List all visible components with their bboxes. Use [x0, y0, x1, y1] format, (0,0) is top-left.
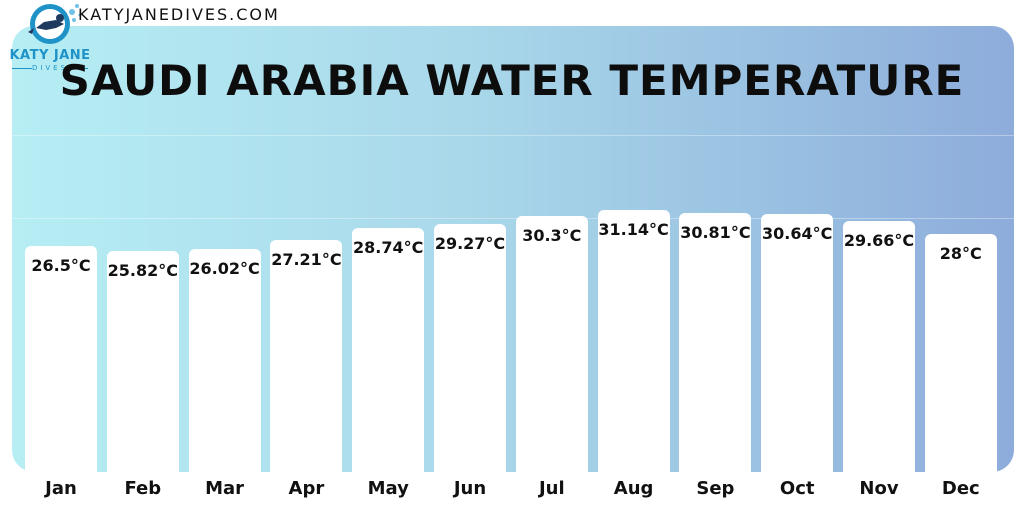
category-label: Jun [453, 478, 487, 499]
category-label: Jul [538, 478, 565, 499]
category-label: Nov [859, 478, 899, 499]
category-label: Aug [613, 478, 654, 499]
value-label: 30.3°C [522, 226, 582, 246]
bar-nov [843, 221, 915, 472]
category-label: May [367, 478, 409, 499]
value-label: 26.02°C [189, 259, 260, 279]
value-label: 28.74°C [353, 238, 424, 258]
value-label: 28°C [939, 244, 982, 264]
bar-jul [515, 216, 588, 472]
value-label: 25.82°C [107, 260, 178, 280]
logo-divider [12, 68, 32, 69]
value-label: 30.64°C [762, 223, 833, 243]
value-label: 29.27°C [434, 234, 506, 254]
bar-may [352, 228, 425, 472]
category-label: Apr [288, 478, 325, 499]
bar-oct [761, 213, 834, 472]
bar-jun [434, 224, 506, 472]
logo-divider [68, 68, 88, 69]
value-label: 29.66°C [843, 231, 915, 251]
category-label: Feb [124, 478, 162, 499]
bar-mar [188, 249, 261, 472]
value-label: 27.21°C [271, 250, 342, 270]
bar-dec [924, 234, 997, 472]
site-url[interactable]: KATYJANEDIVES.COM [78, 5, 280, 24]
category-label: Jan [45, 478, 77, 499]
bar-aug [597, 210, 670, 472]
gridline [12, 135, 1014, 136]
bar-jan [25, 245, 97, 472]
category-label: Sep [696, 478, 735, 499]
category-label: Oct [779, 478, 815, 499]
value-label: 30.81°C [680, 222, 751, 242]
bar-apr [270, 240, 343, 472]
gridline [12, 218, 1014, 219]
bar-sep [679, 212, 752, 472]
logo-subtitle: DIVES [31, 64, 69, 72]
bar-feb [106, 250, 179, 472]
diver-icon [28, 4, 82, 44]
value-label: 31.14°C [598, 220, 669, 239]
category-label: Dec [941, 478, 980, 499]
category-label: Mar [205, 478, 245, 499]
chart-title: SAUDI ARABIA WATER TEMPERATURE [59, 56, 965, 105]
logo-name: KATY JANE [9, 48, 91, 63]
value-label: 26.5°C [31, 255, 91, 275]
brand-logo[interactable]: KATY JANE DIVES [4, 2, 94, 78]
